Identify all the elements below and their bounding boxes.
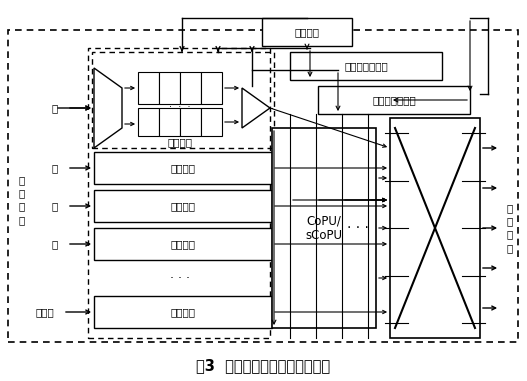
Bar bbox=[94, 296, 272, 328]
Polygon shape bbox=[94, 68, 122, 148]
Text: 交叉开关分配器: 交叉开关分配器 bbox=[372, 95, 416, 105]
Bar bbox=[290, 52, 442, 80]
Text: 虚拟通道分配器: 虚拟通道分配器 bbox=[344, 61, 388, 71]
Text: 西: 西 bbox=[52, 163, 58, 173]
Bar bbox=[262, 18, 352, 46]
Polygon shape bbox=[242, 88, 270, 128]
Text: · · ·: · · · bbox=[170, 272, 190, 285]
Bar bbox=[180, 108, 201, 136]
Text: 输
入
端
口: 输 入 端 口 bbox=[19, 175, 25, 225]
Text: 南: 南 bbox=[52, 201, 58, 211]
Text: 输入单元: 输入单元 bbox=[171, 163, 196, 173]
Bar bbox=[94, 228, 272, 260]
Text: 东: 东 bbox=[52, 239, 58, 249]
Bar bbox=[8, 30, 518, 342]
Bar bbox=[88, 48, 270, 338]
Text: ·  ·  ·: · · · bbox=[169, 102, 191, 112]
Text: 北: 北 bbox=[52, 103, 58, 113]
Text: 输入单元: 输入单元 bbox=[168, 137, 192, 147]
Text: 输
出
端
口: 输 出 端 口 bbox=[507, 203, 513, 253]
Bar bbox=[138, 108, 159, 136]
Text: 本地核: 本地核 bbox=[36, 307, 54, 317]
Bar bbox=[201, 72, 222, 104]
Bar bbox=[390, 118, 480, 338]
Text: 输入单元: 输入单元 bbox=[171, 239, 196, 249]
Text: CoPU/
sCoPU: CoPU/ sCoPU bbox=[306, 214, 343, 242]
Text: 图3  扩展后的路由器微体系结构: 图3 扩展后的路由器微体系结构 bbox=[197, 358, 330, 373]
Text: 输入单元: 输入单元 bbox=[171, 307, 196, 317]
Text: 路由单元: 路由单元 bbox=[295, 27, 319, 37]
Bar bbox=[180, 72, 201, 104]
Bar bbox=[318, 86, 470, 114]
Bar bbox=[94, 190, 272, 222]
Text: 输入单元: 输入单元 bbox=[171, 201, 196, 211]
Bar bbox=[138, 72, 159, 104]
Bar bbox=[272, 128, 376, 328]
Text: · · ·: · · · bbox=[347, 221, 369, 235]
Bar bbox=[159, 72, 180, 104]
Bar bbox=[159, 108, 180, 136]
Bar bbox=[201, 108, 222, 136]
Bar bbox=[94, 152, 272, 184]
Bar bbox=[92, 52, 274, 148]
